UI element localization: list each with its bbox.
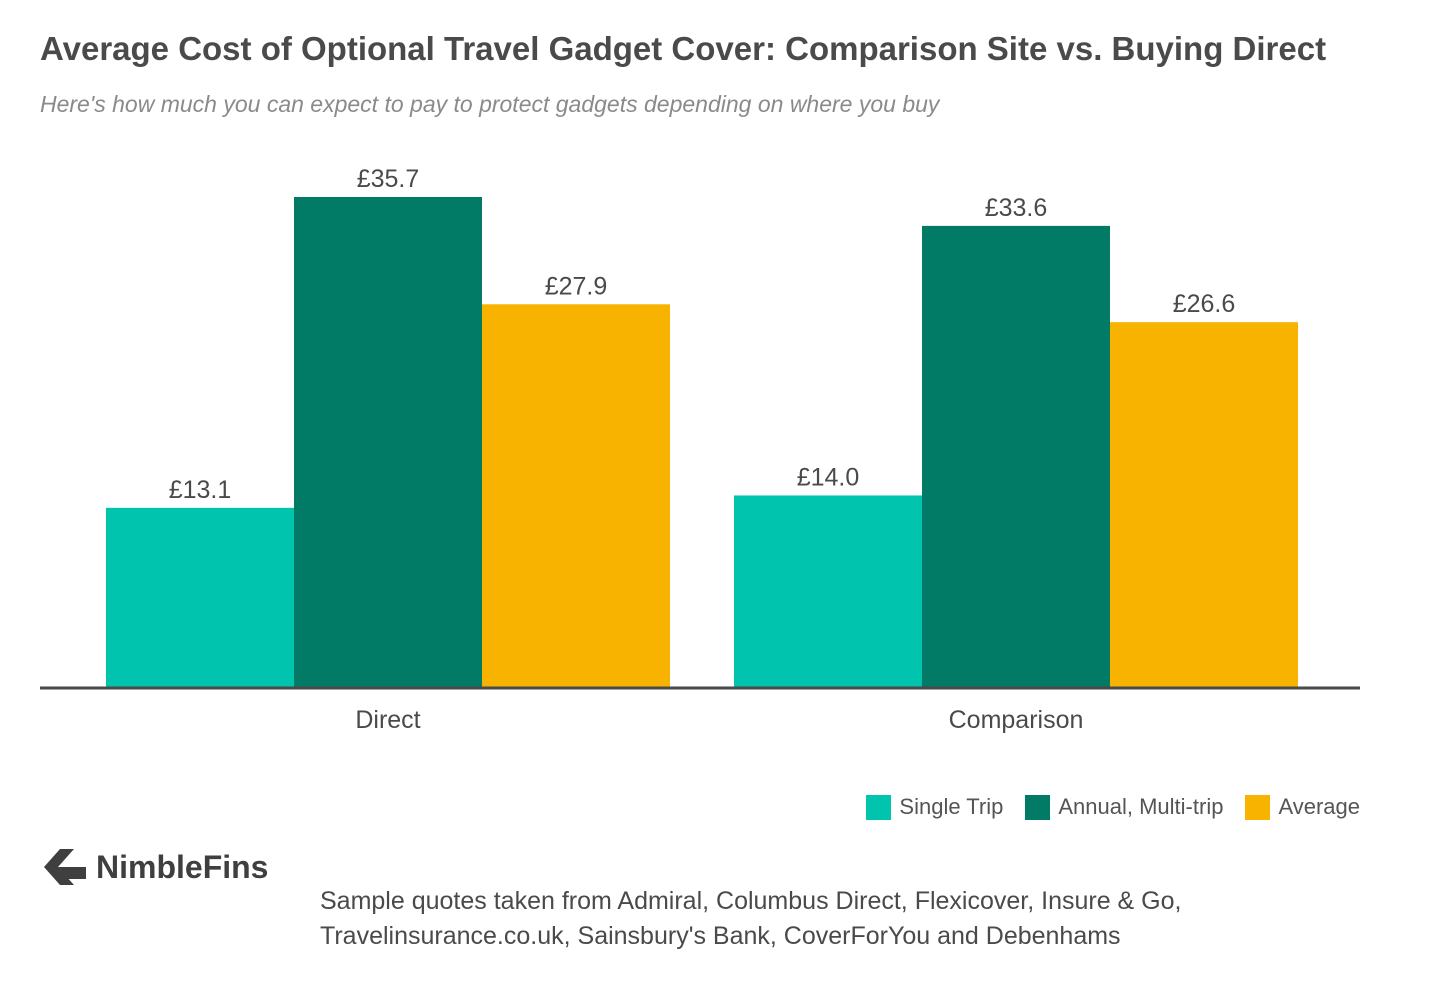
bar-comparison-single-trip [734, 495, 922, 688]
legend-swatch-single-trip [866, 794, 892, 820]
x-tick-label-direct: Direct [355, 706, 420, 734]
brand-logo: NimbleFins [40, 848, 268, 886]
data-label-comparison-single-trip: £14.0 [797, 463, 860, 491]
legend-swatch-average [1245, 794, 1271, 820]
source-line-2: Travelinsurance.co.uk, Sainsbury's Bank,… [320, 922, 1121, 950]
chevron-left-icon [44, 849, 86, 885]
legend-label-annual-multi-trip: Annual, Multi-trip [1058, 794, 1224, 819]
bar-chart: £13.1 £35.7 £27.9 Direct £14.0 £33.6 £26.6 Comp… [40, 165, 1360, 734]
x-tick-label-comparison: Comparison [949, 706, 1084, 734]
data-label-direct-annual-multi-trip: £35.7 [357, 165, 420, 193]
data-label-comparison-annual-multi-trip: £33.6 [985, 194, 1048, 222]
legend-item-average: Average [1245, 794, 1360, 820]
chart-title: Average Cost of Optional Travel Gadget C… [40, 30, 1327, 67]
data-label-direct-average: £27.9 [545, 272, 608, 300]
brand-name: NimbleFins [96, 848, 269, 885]
legend-item-single-trip: Single Trip [866, 794, 1003, 820]
legend-item-annual-multi-trip: Annual, Multi-trip [1025, 794, 1223, 820]
bar-direct-single-trip [106, 507, 294, 688]
chart-legend: Single Trip Annual, Multi-trip Average [866, 794, 1360, 820]
bar-comparison-average [1110, 322, 1298, 688]
data-label-direct-single-trip: £13.1 [169, 476, 232, 504]
bar-comparison-annual-multi-trip [922, 225, 1110, 688]
bar-direct-annual-multi-trip [294, 197, 482, 688]
legend-swatch-annual-multi-trip [1025, 794, 1051, 820]
legend-label-single-trip: Single Trip [899, 794, 1004, 819]
legend-label-average: Average [1278, 794, 1360, 819]
bar-direct-average [482, 304, 670, 688]
data-label-comparison-average: £26.6 [1173, 290, 1236, 318]
chart-subtitle: Here's how much you can expect to pay to… [40, 91, 940, 117]
source-note: Sample quotes taken from Admiral, Columb… [320, 884, 1181, 954]
source-line-1: Sample quotes taken from Admiral, Columb… [320, 887, 1182, 915]
